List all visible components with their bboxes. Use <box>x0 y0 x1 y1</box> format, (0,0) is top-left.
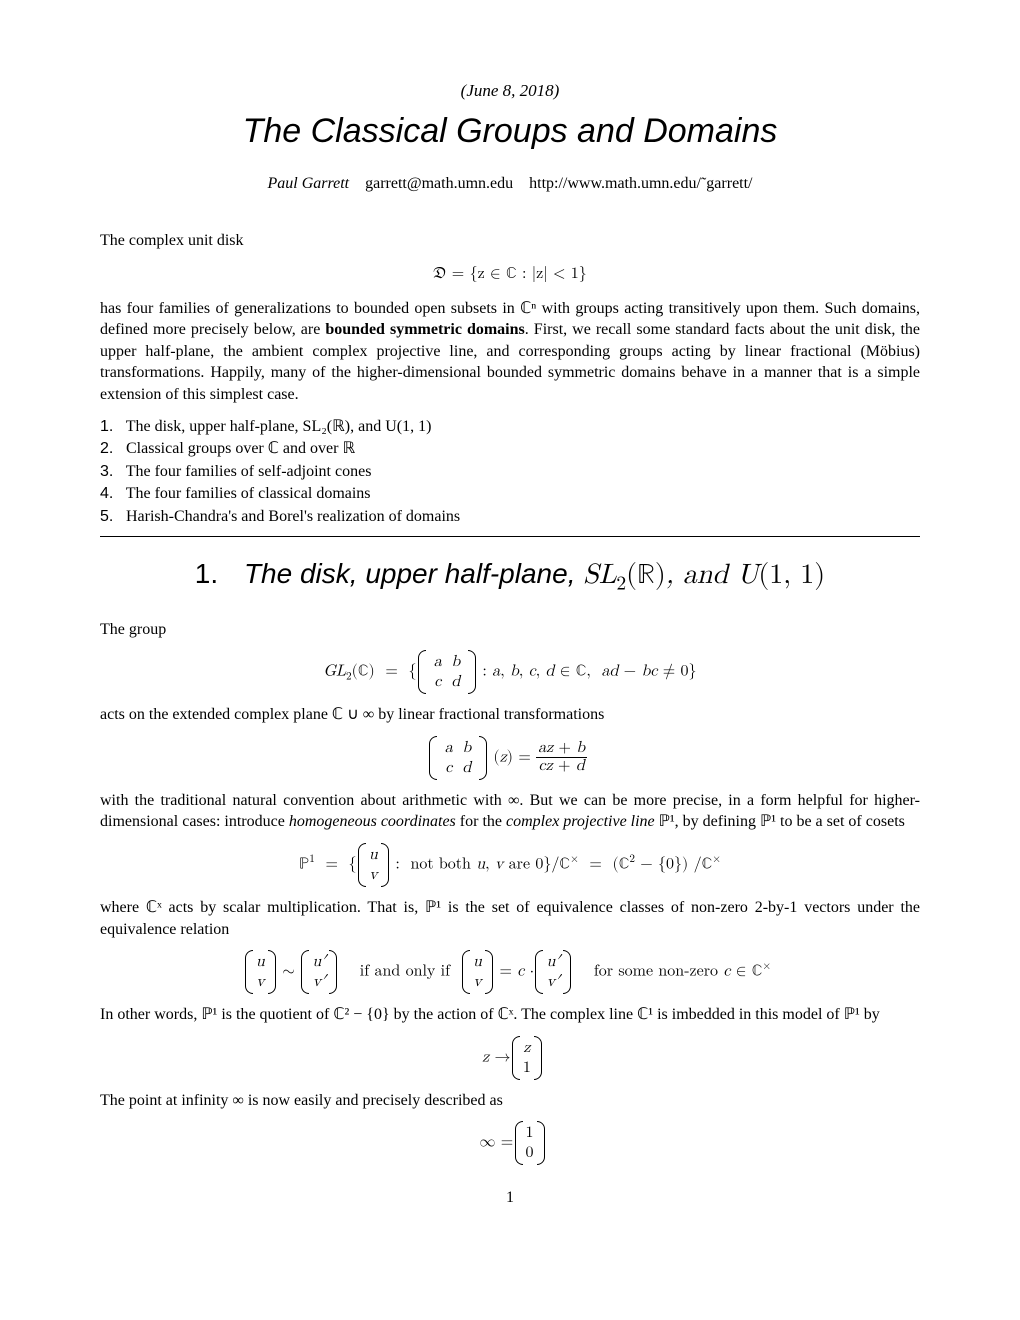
toc-item: 1. The disk, upper half-plane, SL₂(ℝ), a… <box>100 416 920 438</box>
body-p3: with the traditional natural convention … <box>100 790 920 833</box>
author-url: http://www.math.umn.edu/˜garrett/ <box>529 175 752 192</box>
toc-item: 4. The four families of classical domain… <box>100 483 920 505</box>
body-p1: The group <box>100 619 920 641</box>
toc-num: 4. <box>100 483 122 505</box>
section-title-text: The disk, upper half-plane, <box>244 558 583 589</box>
paper-date-text: June 8, 2018 <box>466 81 553 100</box>
toc-num: 1. <box>100 416 122 438</box>
eq-unit-disk: 𝔇 = {z ∈ ℂ : |z| < 1} <box>100 264 920 286</box>
section-number: 1. <box>195 558 218 589</box>
toc-label: The four families of classical domains <box>126 485 371 502</box>
author-email: garrett@math.umn.edu <box>365 175 513 192</box>
eq-equiv: uv ∼ u′v′ if and only if uv = c · u′v′ f… <box>100 952 920 992</box>
toc-item: 2. Classical groups over ℂ and over ℝ <box>100 438 920 460</box>
toc-item: 5. Harish-Chandra's and Borel's realizat… <box>100 506 920 528</box>
p3-b: for the <box>456 813 506 830</box>
paper-title: The Classical Groups and Domains <box>100 109 920 155</box>
body-p4: where ℂˣ acts by scalar multiplication. … <box>100 897 920 940</box>
toc-num: 5. <box>100 506 122 528</box>
eq-infinity: ∞ = 10 <box>100 1123 920 1163</box>
eq-lft: abcd (z) = az + bcz + d <box>100 738 920 778</box>
toc-num: 2. <box>100 438 122 460</box>
author-name: Paul Garrett <box>267 175 349 192</box>
section-title-math: SL2(ℝ), and U(1, 1) <box>583 561 825 589</box>
toc-label: The four families of self-adjoint cones <box>126 463 372 480</box>
eq-embed: z → z1 <box>100 1038 920 1078</box>
section-rule <box>100 536 920 537</box>
toc-label: Harish-Chandra's and Borel's realization… <box>126 508 460 525</box>
body-p2: acts on the extended complex plane ℂ ∪ ∞… <box>100 704 920 726</box>
page-number: 1 <box>100 1187 920 1209</box>
p3-c: ℙ¹, by defining ℙ¹ to be a set of cosets <box>655 813 905 830</box>
section-1-heading: 1. The disk, upper half-plane, SL2(ℝ), a… <box>100 555 920 597</box>
p3-i1: homogeneous coordinates <box>289 813 456 830</box>
intro-bold: bounded symmetric domains <box>325 321 524 338</box>
author-line: Paul Garrett garrett@math.umn.edu http:/… <box>100 173 920 195</box>
intro-lead: The complex unit disk <box>100 230 920 252</box>
body-p5: In other words, ℙ¹ is the quotient of ℂ²… <box>100 1004 920 1026</box>
toc-item: 3. The four families of self-adjoint con… <box>100 461 920 483</box>
toc-label: Classical groups over ℂ and over ℝ <box>126 440 355 457</box>
intro-paragraph: has four families of generalizations to … <box>100 298 920 406</box>
toc-num: 3. <box>100 461 122 483</box>
eq-p1-def: ℙ1 = { uv : not both u, v are 0}/ℂ× = (ℂ… <box>100 845 920 885</box>
eq-gl2c: GL2(ℂ) = { abcd : a, b, c, d ∈ ℂ, ad − b… <box>100 652 920 692</box>
toc-label: The disk, upper half-plane, SL₂(ℝ), and … <box>126 418 432 435</box>
table-of-contents: 1. The disk, upper half-plane, SL₂(ℝ), a… <box>100 416 920 528</box>
paper-date: (June 8, 2018) <box>100 80 920 103</box>
p3-i2: complex projective line <box>506 813 655 830</box>
body-p6: The point at infinity ∞ is now easily an… <box>100 1090 920 1112</box>
